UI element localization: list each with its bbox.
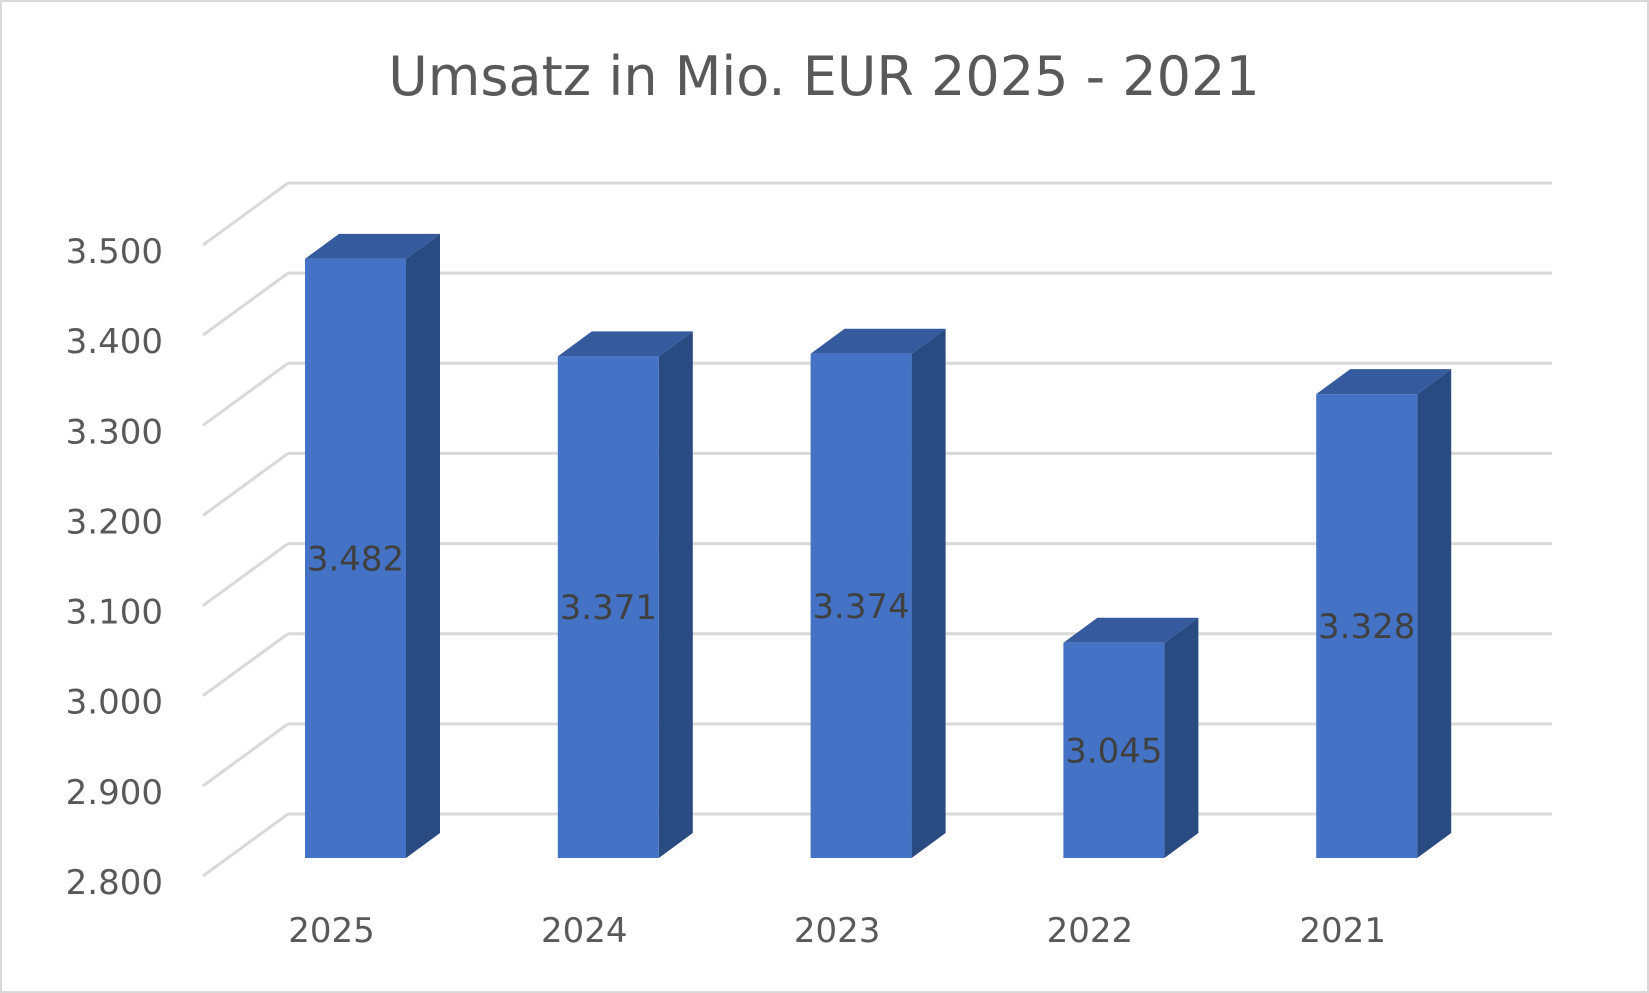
gridline-side (202, 632, 289, 697)
data-label: 3.045 (1065, 731, 1162, 771)
bar-top-face (810, 328, 946, 354)
bar-side-face (911, 328, 946, 858)
gridline-side (202, 271, 289, 337)
y-tick-label: 3.200 (66, 502, 163, 542)
bar-side-face (406, 233, 440, 859)
bar-2024 (557, 331, 693, 858)
bar-front-face (305, 258, 406, 859)
data-label: 3.482 (307, 539, 404, 579)
x-tick-label: 2024 (541, 911, 628, 951)
y-tick-label: 2.900 (66, 773, 163, 813)
bar-top-face (305, 233, 440, 259)
gridline-side (202, 452, 289, 517)
chart-title: Umsatz in Mio. EUR 2025 - 2021 (388, 45, 1259, 108)
x-axis-tick-labels: 2025 2024 2023 2022 2021 (288, 911, 1386, 951)
y-tick-label: 3.100 (66, 593, 163, 633)
bar-top-face (557, 331, 693, 357)
bar-side-face (658, 331, 693, 858)
gridline-side (202, 722, 289, 788)
gridline-side (202, 542, 289, 607)
bar-front-face (557, 356, 659, 858)
data-label: 3.328 (1318, 607, 1415, 647)
y-tick-label: 3.500 (66, 232, 163, 272)
y-axis-tick-labels: 2.800 2.900 3.000 3.100 3.200 3.300 3.400 3.500 (66, 232, 163, 903)
bar-front-face (1316, 394, 1418, 858)
bar-top-face (1063, 617, 1199, 643)
x-tick-label: 2023 (794, 911, 881, 951)
bar-top-face (1316, 369, 1452, 395)
bar-2025 (305, 233, 440, 859)
bar-2021 (1316, 369, 1452, 858)
bars (305, 233, 1452, 859)
y-tick-label: 3.000 (66, 683, 163, 723)
bar-2023 (810, 328, 946, 858)
y-tick-label: 3.400 (66, 322, 163, 362)
bar-front-face (1063, 642, 1165, 858)
y-tick-label: 2.800 (66, 863, 163, 903)
data-labels: 3.482 3.371 3.374 3.045 3.328 (307, 539, 1416, 771)
gridline-side (202, 812, 289, 878)
data-label: 3.374 (812, 587, 909, 627)
data-label: 3.371 (560, 588, 657, 628)
bar-side-face (1417, 369, 1452, 858)
gridline-side (202, 181, 289, 247)
x-tick-label: 2022 (1047, 911, 1134, 951)
bar-2022 (1063, 617, 1199, 858)
x-tick-label: 2021 (1299, 911, 1386, 951)
gridline-side (202, 362, 289, 427)
x-tick-label: 2025 (288, 911, 375, 951)
y-tick-label: 3.300 (66, 412, 163, 452)
bar-side-face (1164, 617, 1199, 858)
bar-front-face (810, 353, 912, 858)
